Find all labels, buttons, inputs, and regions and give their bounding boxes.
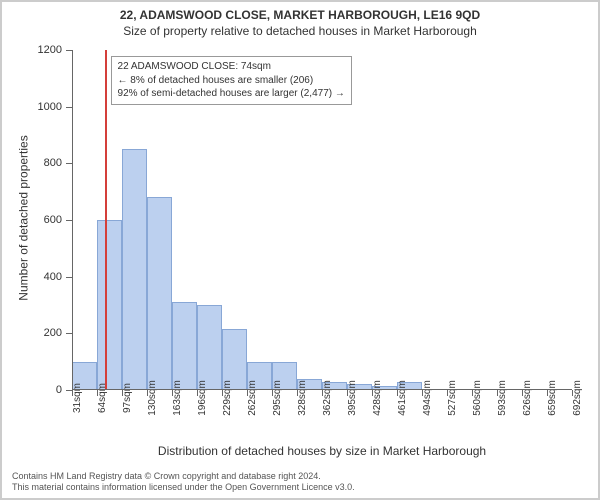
y-tick-label: 400 <box>44 271 62 283</box>
histogram-bar <box>122 149 147 390</box>
y-axis-label: Number of detached properties <box>16 50 32 386</box>
x-tick-label: 196sqm <box>197 380 208 416</box>
x-tick-label: 130sqm <box>147 380 158 416</box>
x-tick-label: 692sqm <box>572 380 583 416</box>
annotation-box: 22 ADAMSWOOD CLOSE: 74sqm← 8% of detache… <box>111 56 352 105</box>
histogram-bar <box>197 305 222 390</box>
footer-line-1: Contains HM Land Registry data © Crown c… <box>12 471 588 483</box>
x-tick-label: 229sqm <box>222 380 233 416</box>
x-tick-label: 593sqm <box>497 380 508 416</box>
annotation-line-1: 22 ADAMSWOOD CLOSE: 74sqm <box>118 60 345 74</box>
footer-line-2: This material contains information licen… <box>12 482 588 494</box>
x-tick-label: 461sqm <box>397 380 408 416</box>
property-size-marker <box>105 50 107 390</box>
title-subtitle: Size of property relative to detached ho… <box>2 24 598 38</box>
x-tick-label: 659sqm <box>547 380 558 416</box>
y-tick-label: 600 <box>44 214 62 226</box>
histogram-bar <box>172 302 197 390</box>
annotation-line-2: ← 8% of detached houses are smaller (206… <box>118 74 345 88</box>
histogram-bar <box>97 220 122 390</box>
x-tick-label: 262sqm <box>247 380 258 416</box>
x-tick-label: 31sqm <box>72 383 83 413</box>
plot-area: 02004006008001000120031sqm64sqm97sqm130s… <box>72 50 572 390</box>
histogram-bar <box>147 197 172 390</box>
y-tick-label: 800 <box>44 157 62 169</box>
annotation-line-3: 92% of semi-detached houses are larger (… <box>118 87 345 101</box>
x-tick-label: 362sqm <box>322 380 333 416</box>
y-tick-label: 0 <box>56 384 62 396</box>
y-tick-label: 1000 <box>38 101 62 113</box>
x-tick-label: 395sqm <box>347 380 358 416</box>
x-tick-label: 295sqm <box>272 380 283 416</box>
x-tick-label: 560sqm <box>472 380 483 416</box>
x-tick-label: 97sqm <box>122 383 133 413</box>
title-address: 22, ADAMSWOOD CLOSE, MARKET HARBOROUGH, … <box>2 8 598 22</box>
x-tick-label: 163sqm <box>172 380 183 416</box>
x-axis <box>72 389 572 390</box>
y-tick-label: 200 <box>44 327 62 339</box>
x-tick-label: 494sqm <box>422 380 433 416</box>
footer-attribution: Contains HM Land Registry data © Crown c… <box>12 471 588 494</box>
x-tick-label: 527sqm <box>447 380 458 416</box>
x-axis-label: Distribution of detached houses by size … <box>72 444 572 458</box>
x-tick-label: 428sqm <box>372 380 383 416</box>
x-tick-label: 626sqm <box>522 380 533 416</box>
chart-frame: 22, ADAMSWOOD CLOSE, MARKET HARBOROUGH, … <box>0 0 600 500</box>
x-tick-label: 328sqm <box>297 380 308 416</box>
y-tick-label: 1200 <box>38 44 62 56</box>
y-axis <box>72 50 73 390</box>
